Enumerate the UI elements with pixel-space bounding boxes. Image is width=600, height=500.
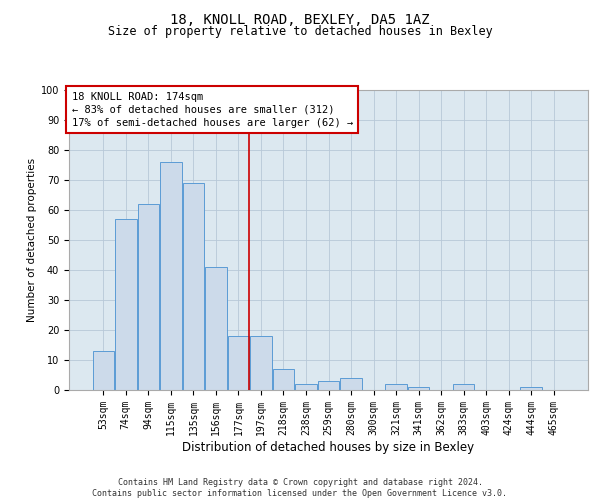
- Bar: [408, 387, 429, 390]
- X-axis label: Distribution of detached houses by size in Bexley: Distribution of detached houses by size …: [182, 440, 475, 454]
- Text: 18, KNOLL ROAD, BEXLEY, DA5 1AZ: 18, KNOLL ROAD, BEXLEY, DA5 1AZ: [170, 12, 430, 26]
- Bar: [385, 384, 407, 390]
- Bar: [92, 351, 114, 390]
- Bar: [520, 387, 542, 390]
- Bar: [295, 384, 317, 390]
- Bar: [318, 381, 339, 390]
- Bar: [115, 219, 137, 390]
- Bar: [205, 267, 227, 390]
- Bar: [453, 384, 475, 390]
- Text: Size of property relative to detached houses in Bexley: Size of property relative to detached ho…: [107, 25, 493, 38]
- Bar: [160, 162, 182, 390]
- Bar: [228, 336, 249, 390]
- Bar: [182, 183, 204, 390]
- Text: 18 KNOLL ROAD: 174sqm
← 83% of detached houses are smaller (312)
17% of semi-det: 18 KNOLL ROAD: 174sqm ← 83% of detached …: [71, 92, 353, 128]
- Bar: [250, 336, 272, 390]
- Bar: [137, 204, 159, 390]
- Text: Contains HM Land Registry data © Crown copyright and database right 2024.
Contai: Contains HM Land Registry data © Crown c…: [92, 478, 508, 498]
- Y-axis label: Number of detached properties: Number of detached properties: [27, 158, 37, 322]
- Bar: [273, 369, 294, 390]
- Bar: [340, 378, 362, 390]
